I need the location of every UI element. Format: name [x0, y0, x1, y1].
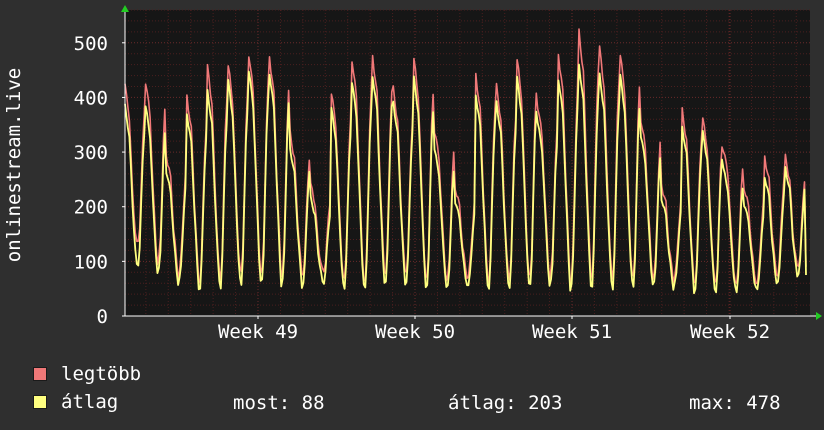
x-tick-label: Week 51: [532, 321, 612, 343]
stat-max: max: 478: [689, 392, 781, 414]
x-axis-arrow-icon: [816, 312, 822, 320]
y-tick-label: 400: [74, 87, 108, 109]
y-tick-label: 500: [74, 33, 108, 55]
legend-swatch-avg: [33, 395, 47, 409]
y-axis-arrow-icon: [121, 5, 129, 12]
legend-label-avg: átlag: [61, 391, 119, 413]
x-tick-label: Week 50: [375, 321, 455, 343]
axes: [121, 5, 822, 320]
y-tick-label: 100: [74, 251, 108, 273]
x-tick-labels: Week 49 Week 50 Week 51 Week 52: [218, 316, 770, 343]
y-tick-label: 300: [74, 142, 108, 164]
stat-current: most: 88: [233, 392, 325, 414]
y-tick-labels: 0 100 200 300 400 500: [74, 33, 125, 328]
legend-swatch-max: [33, 367, 47, 381]
x-tick-label: Week 52: [690, 321, 770, 343]
y-tick-label: 0: [97, 306, 108, 328]
y-tick-label: 200: [74, 197, 108, 219]
stat-average: átlag: 203: [448, 392, 563, 414]
legend-item-max: legtöbb: [33, 363, 142, 385]
x-tick-label: Week 49: [218, 321, 298, 343]
y-axis-label: onlinestream.live: [3, 68, 25, 262]
series-layer: [124, 28, 807, 295]
legend-label-max: legtöbb: [61, 363, 142, 385]
series-line-avg: [124, 63, 807, 295]
legend-item-avg: átlag: [33, 391, 119, 413]
